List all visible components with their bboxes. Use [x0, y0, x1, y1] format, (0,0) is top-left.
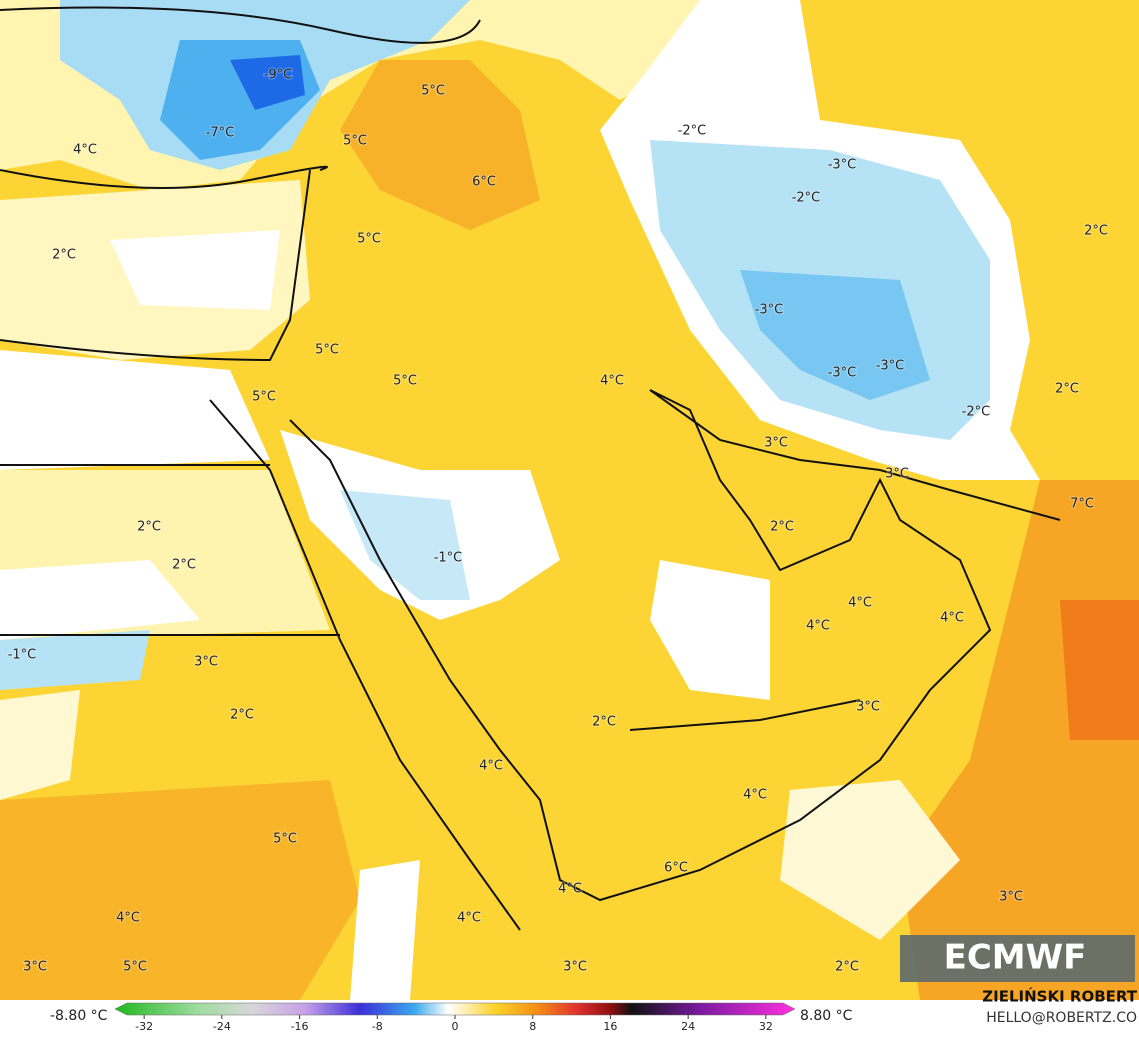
- colorbar-tick-label: 0: [452, 1020, 459, 1033]
- temperature-label: 4°C: [940, 611, 964, 626]
- colorbar: [114, 1002, 796, 1016]
- colorbar-tick-label: 16: [603, 1020, 617, 1033]
- temperature-label: 2°C: [1055, 382, 1079, 397]
- temperature-label: 4°C: [73, 143, 97, 158]
- temperature-label: 4°C: [457, 911, 481, 926]
- temperature-label: 4°C: [558, 882, 582, 897]
- temperature-label: 6°C: [664, 861, 688, 876]
- temperature-label: 2°C: [835, 960, 859, 975]
- temperature-label: 6°C: [472, 175, 496, 190]
- temperature-label: 3°C: [23, 960, 47, 975]
- logo-box: [900, 935, 1135, 982]
- temperature-label: -2°C: [962, 405, 991, 420]
- colorbar-tick-label: 24: [681, 1020, 695, 1033]
- temperature-label: 4°C: [743, 788, 767, 803]
- borders: [0, 6, 1061, 931]
- temperature-label: -1°C: [434, 551, 463, 566]
- temperature-label: 5°C: [393, 374, 417, 389]
- temperature-label: 3°C: [999, 890, 1023, 905]
- temperature-label: 5°C: [315, 343, 339, 358]
- temperature-label: 3°C: [885, 467, 909, 482]
- map-background: [0, 0, 1139, 1000]
- temperature-label: -3°C: [755, 303, 784, 318]
- colorbar-tick-label: -8: [372, 1020, 383, 1033]
- temperature-label: 4°C: [116, 911, 140, 926]
- temperature-label: 3°C: [194, 655, 218, 670]
- temperature-label: 2°C: [230, 708, 254, 723]
- temperature-label: -1°C: [8, 648, 37, 663]
- colorbar-tick-label: -24: [213, 1020, 231, 1033]
- temperature-label: 5°C: [343, 134, 367, 149]
- temperature-label: -2°C: [792, 191, 821, 206]
- temperature-label: -2°C: [678, 124, 707, 139]
- temperature-label: 2°C: [137, 520, 161, 535]
- colorbar-max-label: 8.80 °C: [800, 1008, 853, 1024]
- temperature-label: -9°C: [264, 68, 293, 83]
- temperature-label: 4°C: [806, 619, 830, 634]
- temperature-label: 3°C: [856, 700, 880, 715]
- author: ZIELIŃSKI ROBERT: [982, 987, 1137, 1006]
- temperature-label: 3°C: [563, 960, 587, 975]
- temperature-label: 2°C: [770, 520, 794, 535]
- temperature-label: 5°C: [273, 832, 297, 847]
- temperature-label: 5°C: [421, 84, 445, 99]
- temperature-label: 4°C: [848, 596, 872, 611]
- temperature-label: -7°C: [206, 126, 235, 141]
- temperature-label: 3°C: [764, 436, 788, 451]
- temperature-label: 2°C: [172, 558, 196, 573]
- colorbar-tick-label: -16: [291, 1020, 309, 1033]
- temperature-label: 5°C: [252, 390, 276, 405]
- temperature-label: 5°C: [123, 960, 147, 975]
- temperature-label: 4°C: [479, 759, 503, 774]
- temperature-label: -3°C: [828, 366, 857, 381]
- colorbar-tick-label: 8: [529, 1020, 536, 1033]
- temperature-label: 7°C: [1070, 497, 1094, 512]
- temperature-label: 5°C: [357, 232, 381, 247]
- temperature-label: 2°C: [592, 715, 616, 730]
- temperature-label: 2°C: [1084, 224, 1108, 239]
- colorbar-tick-label: -32: [135, 1020, 153, 1033]
- logo: ECMWF: [944, 938, 1087, 978]
- temperature-label: -3°C: [876, 359, 905, 374]
- temperature-label: 2°C: [52, 248, 76, 263]
- colorbar-min-label: -8.80 °C: [50, 1008, 108, 1024]
- contact: HELLO@ROBERTZ.CO: [986, 1010, 1137, 1026]
- temperature-label: 4°C: [600, 374, 624, 389]
- colorbar-tick-label: 32: [759, 1020, 773, 1033]
- temperature-label: -3°C: [828, 158, 857, 173]
